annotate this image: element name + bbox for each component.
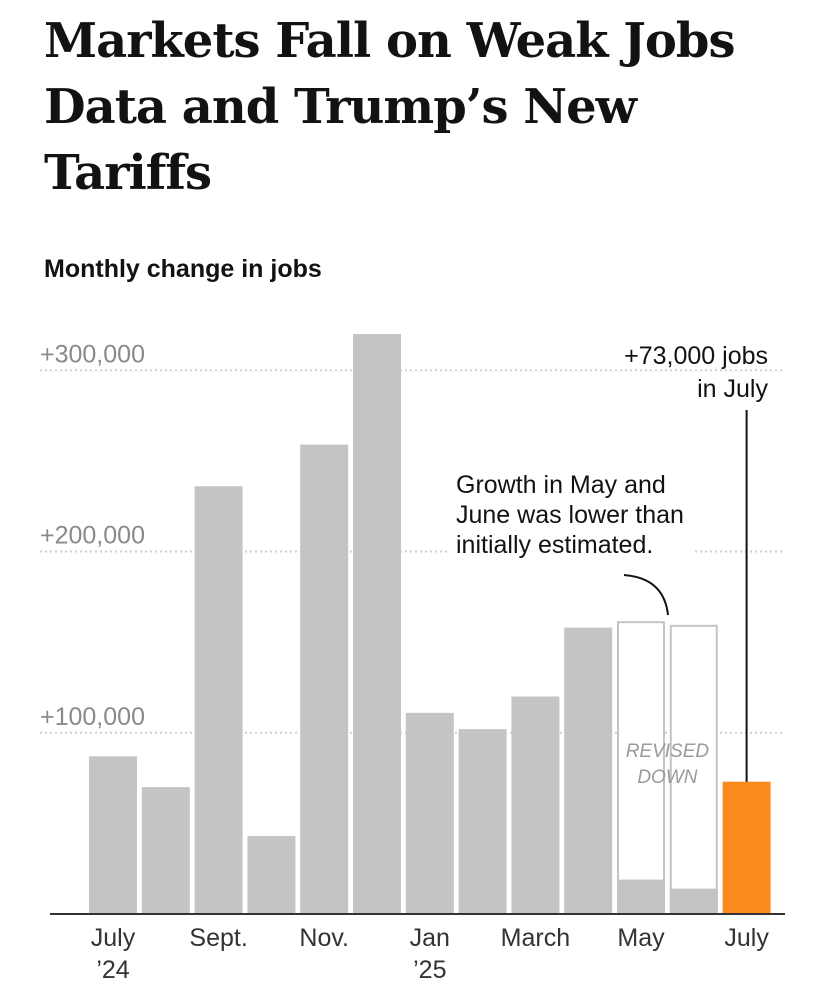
- revised-down-label: REVISED DOWN: [626, 741, 710, 788]
- revision-annotation-line: Growth in May and: [456, 471, 666, 499]
- bar: [89, 756, 137, 914]
- revision-annotation-line: initially estimated.: [456, 531, 653, 559]
- bar: [458, 729, 507, 914]
- y-tick-label: +100,000: [40, 703, 145, 731]
- initial-estimate-outline: [617, 621, 665, 915]
- bar: [247, 836, 296, 914]
- revision-annotation: Growth in May and June was lower than init…: [456, 471, 684, 559]
- bar: [300, 444, 349, 914]
- x-tick-label: July: [724, 924, 769, 952]
- initial-estimate-outline: [669, 624, 718, 915]
- july-annotation-line: +73,000 jobs: [624, 342, 768, 370]
- x-tick-label: Nov.: [299, 924, 349, 952]
- x-tick-label: March: [501, 924, 570, 952]
- bar: [405, 712, 454, 914]
- x-tick-label: Sept.: [189, 924, 247, 952]
- x-tick-label-line: May: [617, 924, 665, 952]
- bar: [194, 486, 243, 914]
- axes: July ’24 Sept. Nov. Jan ’25 March May July: [50, 913, 785, 984]
- bar: [141, 787, 190, 914]
- annotations: +73,000 jobs in July Growth in May and June…: [448, 342, 768, 788]
- x-tick-label-line: Sept.: [189, 924, 247, 952]
- label-knockout: [38, 702, 149, 731]
- bar: [669, 888, 718, 914]
- bar: [353, 334, 401, 914]
- x-tick-label-line: March: [501, 924, 570, 952]
- x-tick-label: Jan ’25: [410, 924, 450, 984]
- revision-annotation-line: June was lower than: [456, 501, 684, 529]
- x-tick-label-line: Nov.: [299, 924, 349, 952]
- revised-down-label-line: REVISED: [626, 741, 710, 762]
- y-tick-label: +200,000: [40, 522, 145, 550]
- chart-title: Monthly change in jobs: [44, 255, 322, 283]
- headline: Markets Fall on Weak Jobs Data and Trump…: [44, 13, 736, 201]
- annotation-knockout: [448, 467, 692, 563]
- bar: [511, 696, 560, 914]
- july-annotation-line: in July: [697, 375, 768, 403]
- x-tick-label-line: Jan: [410, 924, 450, 952]
- x-tick-label-line: ’24: [96, 956, 129, 984]
- revision-pointer: [623, 574, 669, 616]
- july-annotation: +73,000 jobs in July: [624, 342, 768, 403]
- x-tick-label-line: ’25: [413, 956, 446, 984]
- y-tick-label: +300,000: [40, 340, 145, 368]
- label-knockout: [38, 340, 149, 369]
- revised-down-label-line: DOWN: [637, 767, 697, 788]
- x-tick-label: May: [617, 924, 665, 952]
- x-tick-label: July ’24: [91, 924, 136, 984]
- x-tick-label-line: July: [724, 924, 769, 952]
- bars: [89, 334, 771, 915]
- bar: [564, 627, 613, 914]
- bar-highlight: [722, 781, 771, 914]
- gridlines: +100,000 +200,000 +300,000: [38, 340, 785, 734]
- label-knockout: [38, 521, 149, 550]
- bar: [617, 879, 665, 914]
- x-tick-label-line: July: [91, 924, 136, 952]
